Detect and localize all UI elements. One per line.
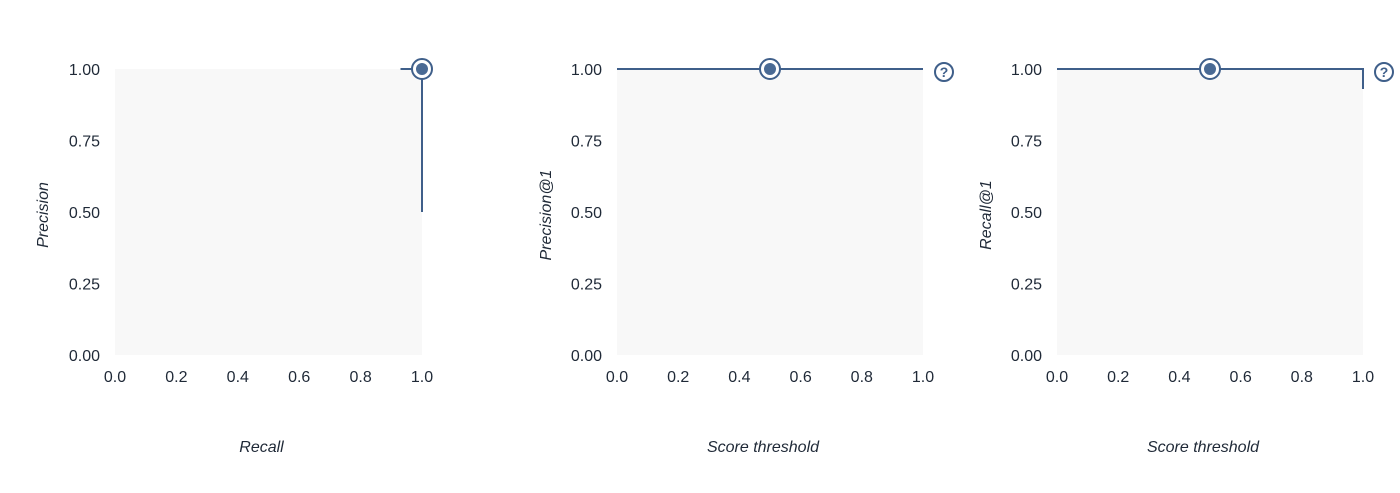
threshold-marker[interactable] bbox=[764, 63, 776, 75]
x-tick-label: 0.8 bbox=[349, 369, 371, 386]
x-tick-label: 0.6 bbox=[789, 369, 811, 386]
x-tick-label: 1.0 bbox=[912, 369, 934, 386]
y-axis-title: Recall@1 bbox=[978, 180, 995, 250]
y-tick-label: 0.50 bbox=[69, 205, 100, 222]
x-axis-title: Score threshold bbox=[707, 439, 820, 456]
x-tick-label: 0.4 bbox=[728, 369, 750, 386]
y-axis-title: Precision@1 bbox=[538, 170, 555, 261]
help-icon-circle bbox=[1374, 62, 1394, 82]
y-tick-label: 0.50 bbox=[571, 205, 602, 222]
y-axis-title: Precision bbox=[35, 182, 52, 248]
x-tick-label: 1.0 bbox=[1352, 369, 1374, 386]
help-icon-glyph: ? bbox=[940, 64, 949, 80]
x-tick-label: 0.4 bbox=[227, 369, 249, 386]
x-tick-label: 1.0 bbox=[411, 369, 433, 386]
x-tick-label: 0.4 bbox=[1168, 369, 1190, 386]
chart-pr-curve: 0.00 0.25 0.50 0.75 1.00 0.0 0.2 0.4 0.6 0.8 1.0 Re… bbox=[35, 58, 433, 456]
x-axis-title: Score threshold bbox=[1147, 439, 1260, 456]
x-tick-label: 0.8 bbox=[1291, 369, 1313, 386]
x-tick-label: 0.2 bbox=[667, 369, 689, 386]
x-tick-label: 0.6 bbox=[288, 369, 310, 386]
plot-area bbox=[617, 69, 923, 355]
x-axis-title: Recall bbox=[239, 439, 284, 456]
plot-area bbox=[1057, 69, 1363, 355]
y-tick-label: 0.00 bbox=[571, 348, 602, 365]
y-tick-label: 0.75 bbox=[69, 134, 100, 151]
y-tick-label: 0.00 bbox=[69, 348, 100, 365]
y-tick-label: 0.00 bbox=[1011, 348, 1042, 365]
x-tick-label: 0.2 bbox=[1107, 369, 1129, 386]
x-tick-label: 0.0 bbox=[104, 369, 126, 386]
x-tick-label: 0.0 bbox=[1046, 369, 1068, 386]
x-tick-label: 0.8 bbox=[851, 369, 873, 386]
help-circle-icon[interactable]: ? bbox=[934, 62, 954, 82]
threshold-marker[interactable] bbox=[1204, 63, 1216, 75]
x-tick-label: 0.2 bbox=[165, 369, 187, 386]
y-tick-label: 1.00 bbox=[1011, 62, 1042, 79]
help-icon-glyph: ? bbox=[1380, 64, 1389, 80]
y-tick-label: 0.50 bbox=[1011, 205, 1042, 222]
y-tick-label: 0.25 bbox=[69, 277, 100, 294]
help-circle-icon[interactable]: ? bbox=[1374, 62, 1394, 82]
x-tick-label: 0.6 bbox=[1229, 369, 1251, 386]
y-tick-label: 1.00 bbox=[69, 62, 100, 79]
y-tick-label: 1.00 bbox=[571, 62, 602, 79]
chart-recall-at-1: 0.00 0.25 0.50 0.75 1.00 0.0 0.2 0.4 0.6 0.8 1.0 Sc… bbox=[978, 58, 1394, 456]
x-tick-label: 0.0 bbox=[606, 369, 628, 386]
series-line bbox=[1057, 68, 1364, 89]
plot-area bbox=[115, 69, 422, 355]
y-tick-label: 0.25 bbox=[1011, 277, 1042, 294]
y-tick-label: 0.75 bbox=[571, 134, 602, 151]
y-tick-label: 0.75 bbox=[1011, 134, 1042, 151]
y-tick-label: 0.25 bbox=[571, 277, 602, 294]
threshold-marker[interactable] bbox=[416, 63, 428, 75]
chart-precision-at-1: 0.00 0.25 0.50 0.75 1.00 0.0 0.2 0.4 0.6 0.8 1.0 Sc… bbox=[538, 58, 954, 456]
help-icon-circle bbox=[934, 62, 954, 82]
